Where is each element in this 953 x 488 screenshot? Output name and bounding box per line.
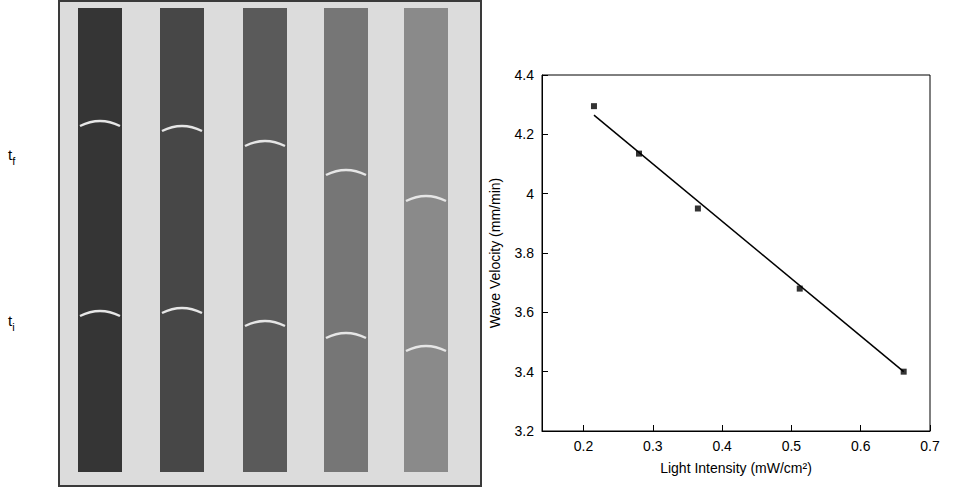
svg-text:3.4: 3.4 — [515, 364, 535, 380]
svg-text:tf: tf — [8, 146, 16, 167]
svg-text:0.7: 0.7 — [920, 438, 940, 454]
svg-text:Wave Velocity (mm/min): Wave Velocity (mm/min) — [487, 178, 503, 328]
svg-text:0.2: 0.2 — [574, 438, 594, 454]
svg-text:Light Intensity (mW/cm²): Light Intensity (mW/cm²) — [660, 460, 812, 476]
svg-text:0.5: 0.5 — [782, 438, 802, 454]
svg-text:3.8: 3.8 — [515, 245, 535, 261]
svg-text:4: 4 — [526, 186, 534, 202]
svg-text:0.4: 0.4 — [712, 438, 732, 454]
svg-text:4.2: 4.2 — [515, 126, 535, 142]
svg-text:3.6: 3.6 — [515, 304, 535, 320]
svg-text:4.4: 4.4 — [515, 67, 535, 83]
svg-text:0.3: 0.3 — [643, 438, 663, 454]
svg-text:ti: ti — [8, 312, 15, 333]
svg-text:3.2: 3.2 — [515, 423, 535, 439]
svg-text:0.6: 0.6 — [851, 438, 871, 454]
